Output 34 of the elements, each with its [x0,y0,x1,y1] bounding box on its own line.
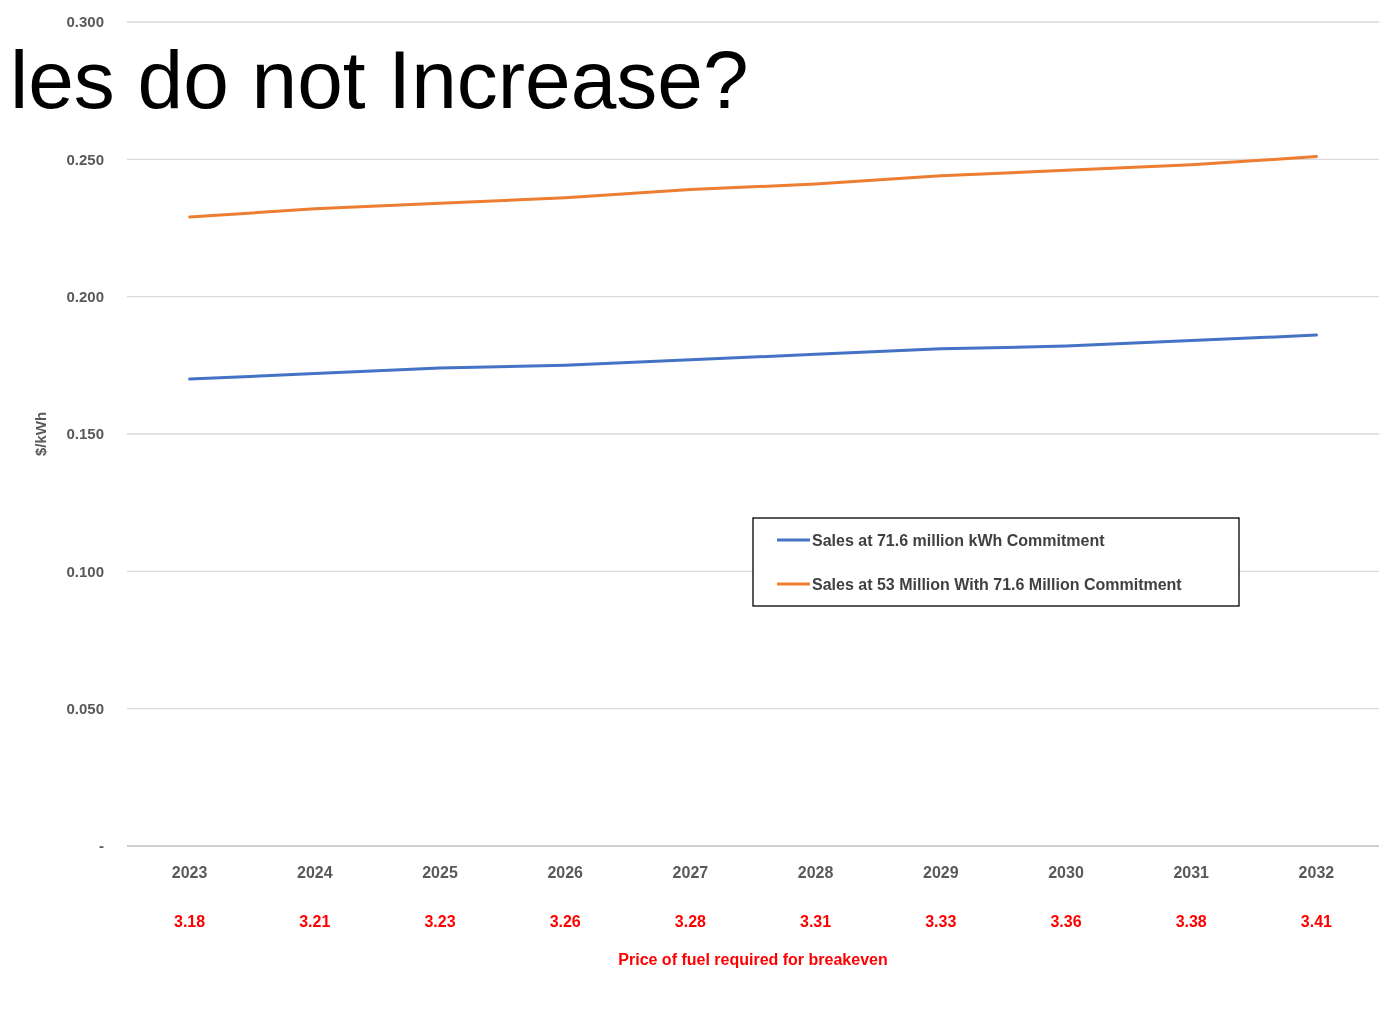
y-tick-label: - [99,837,104,855]
text: 3.21 [299,913,331,930]
legend-label: Sales at 71.6 million kWh Commitment [812,531,1106,549]
text: 3.33 [925,913,957,930]
y-tick-label: 0.200 [66,287,104,305]
x-tick-label: 2027 [672,864,709,881]
x-tick-label: 2028 [797,864,834,881]
x-tick-label: 2026 [547,864,584,881]
text: 3.18 [174,913,206,930]
y-axis-title: $/kWh [32,411,49,457]
y-tick-label: 0.300 [66,13,104,31]
text: 3.26 [549,913,581,930]
text: 3.41 [1300,913,1333,930]
text: 3.31 [800,913,832,930]
x-tick-label: 2032 [1298,864,1335,881]
x-tick-label: 2023 [171,864,208,881]
x-tick-label: 2031 [1173,864,1210,881]
x-tick-label: 2030 [1048,864,1084,881]
legend-label: Sales at 53 Million With 71.6 Million Commitment [812,575,1183,593]
y-tick-label: 0.250 [66,150,104,168]
x-tick-label: 2025 [422,864,458,881]
line-series [188,333,1318,381]
y-tick-label: 0.050 [66,699,104,717]
chart-title: les do not Increase? [10,34,749,125]
text: 3.23 [424,913,456,930]
y-tick-label: 0.150 [66,425,104,443]
x-tick-label: 2024 [297,864,333,881]
text: 3.28 [674,913,707,930]
line-series [188,155,1318,219]
text: 3.36 [1050,913,1082,930]
y-tick-label: 0.100 [66,562,104,580]
x-axis-title: Price of fuel required for breakeven [618,951,888,968]
x-tick-label: 2029 [923,864,959,881]
text: 3.38 [1175,913,1207,930]
